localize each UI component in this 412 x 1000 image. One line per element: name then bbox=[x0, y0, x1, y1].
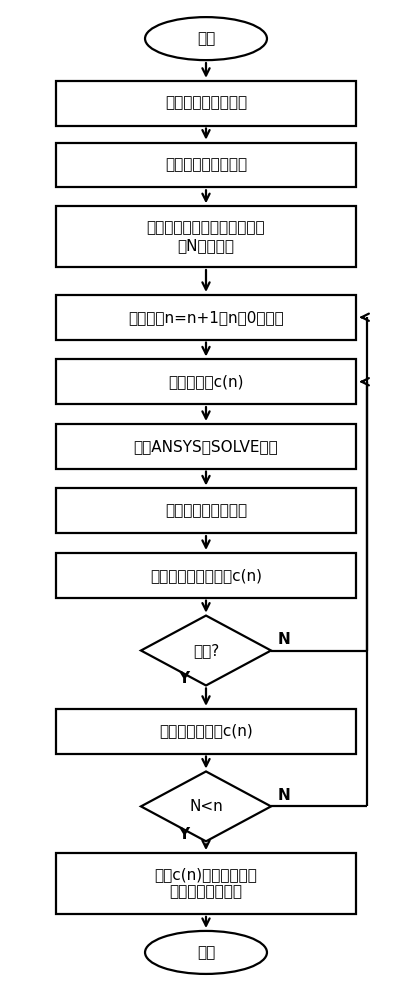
Text: 对子区间n=n+1（n从0开始）: 对子区间n=n+1（n从0开始） bbox=[128, 310, 284, 325]
FancyBboxPatch shape bbox=[56, 853, 356, 914]
FancyBboxPatch shape bbox=[56, 143, 356, 187]
Text: 提取该区间内的振幅: 提取该区间内的振幅 bbox=[165, 503, 247, 518]
Ellipse shape bbox=[145, 17, 267, 60]
Text: 结束: 结束 bbox=[197, 945, 215, 960]
Text: 根据求解参数将频率区间划分
为N个子区间: 根据求解参数将频率区间划分 为N个子区间 bbox=[147, 220, 265, 253]
FancyBboxPatch shape bbox=[56, 488, 356, 533]
Text: 设置阻尼值c(n): 设置阻尼值c(n) bbox=[168, 374, 244, 389]
FancyBboxPatch shape bbox=[56, 206, 356, 267]
Polygon shape bbox=[141, 616, 271, 685]
Text: 根据c(n)重新计算整个
频域内的稳态响应: 根据c(n)重新计算整个 频域内的稳态响应 bbox=[154, 867, 258, 900]
Text: N: N bbox=[277, 632, 290, 647]
FancyBboxPatch shape bbox=[56, 295, 356, 340]
FancyBboxPatch shape bbox=[56, 553, 356, 598]
Text: N<n: N<n bbox=[189, 799, 223, 814]
Text: 收敛?: 收敛? bbox=[193, 643, 219, 658]
FancyBboxPatch shape bbox=[56, 709, 356, 754]
Text: Y: Y bbox=[178, 827, 189, 842]
Text: N: N bbox=[277, 788, 290, 803]
Text: 定义变量并设置初值: 定义变量并设置初值 bbox=[165, 157, 247, 172]
FancyBboxPatch shape bbox=[56, 81, 356, 126]
FancyBboxPatch shape bbox=[56, 424, 356, 469]
Polygon shape bbox=[141, 771, 271, 841]
Text: 存储相关数据及c(n): 存储相关数据及c(n) bbox=[159, 724, 253, 739]
Text: Y: Y bbox=[178, 671, 189, 686]
Text: 重新计算区间的阻尼c(n): 重新计算区间的阻尼c(n) bbox=[150, 568, 262, 583]
Text: 获取谐响应求解参数: 获取谐响应求解参数 bbox=[165, 96, 247, 111]
Text: 调用ANSYS的SOLVE求解: 调用ANSYS的SOLVE求解 bbox=[133, 439, 279, 454]
Text: 开始: 开始 bbox=[197, 31, 215, 46]
Ellipse shape bbox=[145, 931, 267, 974]
FancyBboxPatch shape bbox=[56, 359, 356, 404]
